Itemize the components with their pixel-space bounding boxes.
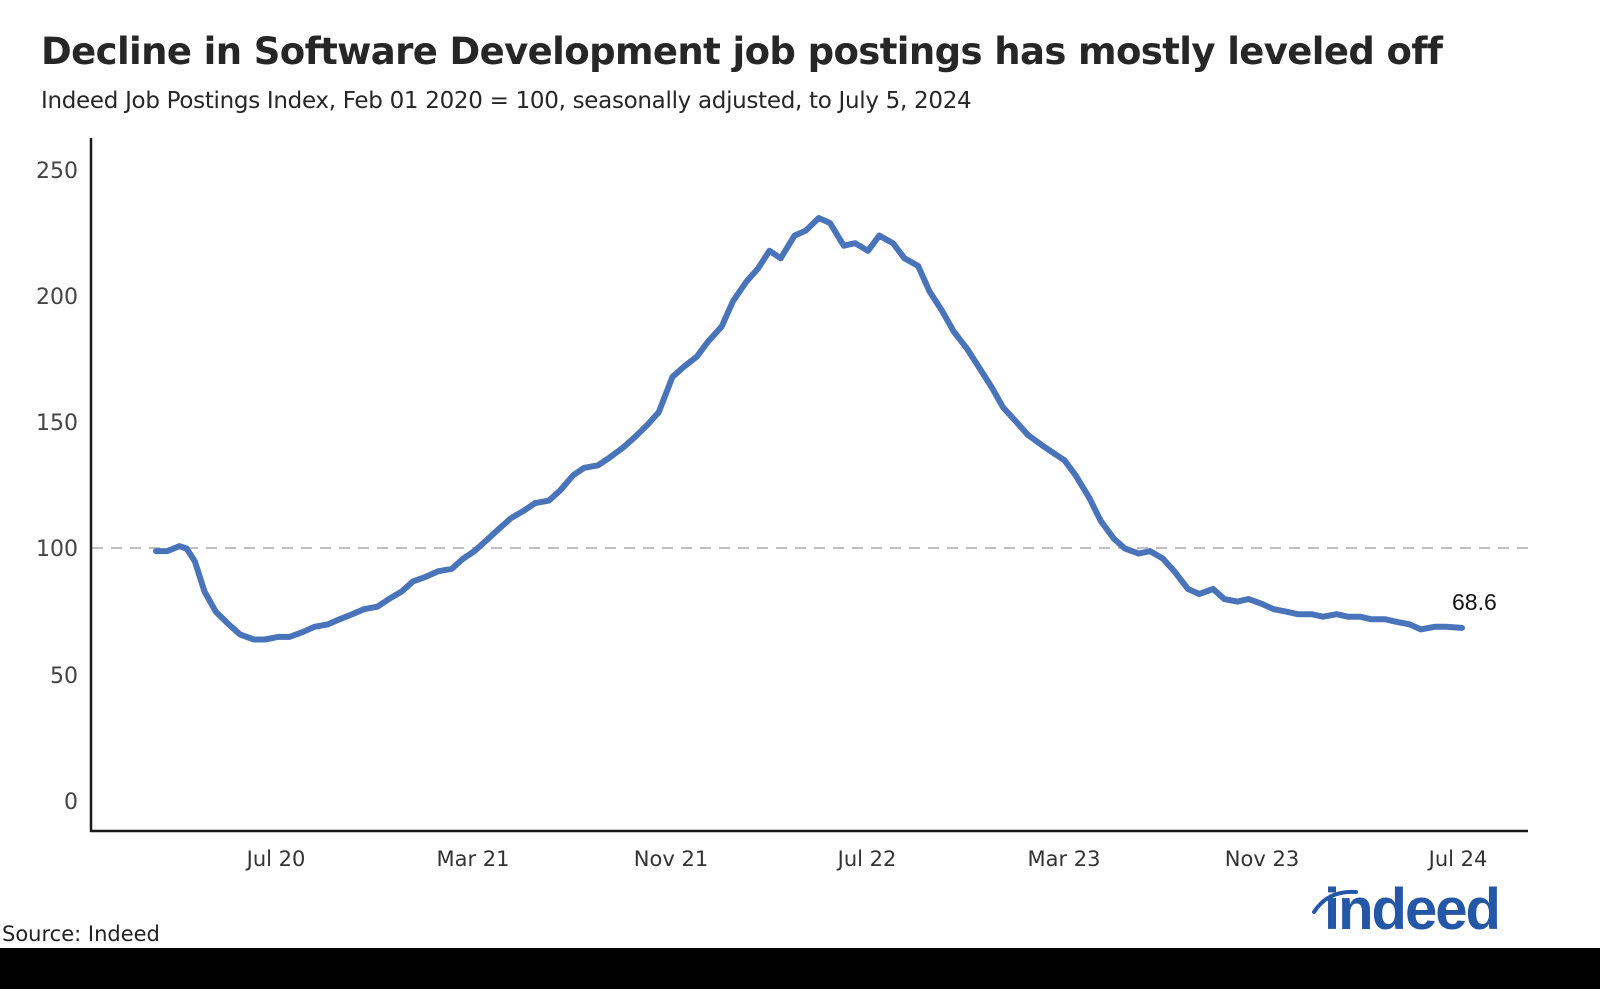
x-tick-nov-21: Nov 21 [634,847,708,871]
y-tick-50: 50 [50,664,78,689]
logo-arc-icon [1312,889,1358,914]
x-tick-jul-20: Jul 20 [245,847,306,871]
series-line-software-development [153,215,1465,643]
y-tick-250: 250 [36,159,78,184]
x-tick-jul-22: Jul 22 [836,847,897,871]
bottom-bar [0,948,1600,989]
y-tick-150: 150 [36,411,78,436]
logo-wordmark: indeed [1324,877,1501,942]
chart-title: Decline in Software Development job post… [41,30,1443,73]
x-tick-jul-24: Jul 24 [1427,847,1488,871]
y-tick-100: 100 [36,537,78,562]
y-tick-200: 200 [36,285,78,310]
x-axis-ticks: Jul 20 Mar 21 Nov 21 Jul 22 Mar 23 Nov 2… [245,847,1488,871]
indeed-logo: indeed [1312,877,1522,946]
source-note: Source: Indeed [2,922,160,946]
x-tick-nov-23: Nov 23 [1225,847,1299,871]
y-tick-0: 0 [64,790,78,815]
x-tick-mar-21: Mar 21 [436,847,509,871]
end-value-label: 68.6 [1452,589,1497,615]
chart-subtitle: Indeed Job Postings Index, Feb 01 2020 =… [41,88,972,114]
y-axis-ticks: 250 200 150 100 50 0 [36,159,78,815]
x-tick-mar-23: Mar 23 [1027,847,1100,871]
